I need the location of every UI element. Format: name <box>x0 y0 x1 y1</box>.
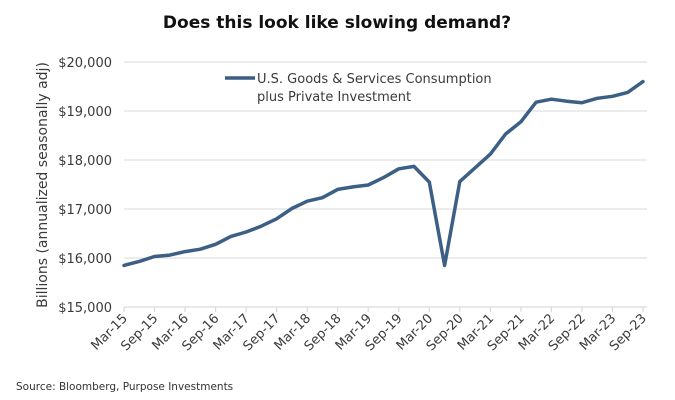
gridlines <box>124 61 647 259</box>
x-axis: Mar-15Sep-15Mar-16Sep-16Mar-17Sep-17Mar-… <box>88 306 650 354</box>
chart-title: Does this look like slowing demand? <box>163 13 511 33</box>
y-tick-label: $18,000 <box>58 154 112 169</box>
y-axis-ticks: $15,000 $16,000 $17,000 $18,000 $19,000 $20,0… <box>58 56 112 316</box>
y-axis-label: Billions (annualized seasonally adj) <box>35 62 51 308</box>
y-tick-label: $16,000 <box>58 252 112 267</box>
y-tick-label: $17,000 <box>58 203 112 218</box>
series-layer <box>122 79 645 268</box>
series-line <box>122 79 645 268</box>
legend-label-line-2: plus Private Investment <box>257 90 411 105</box>
y-tick-label: $15,000 <box>58 301 112 316</box>
y-tick-label: $20,000 <box>58 56 112 71</box>
source-note: Source: Bloomberg, Purpose Investments <box>16 381 233 393</box>
legend-label-line-1: U.S. Goods & Services Consumption <box>257 72 492 87</box>
legend: U.S. Goods & Services Consumption plus P… <box>225 72 492 105</box>
y-tick-label: $19,000 <box>58 105 112 120</box>
